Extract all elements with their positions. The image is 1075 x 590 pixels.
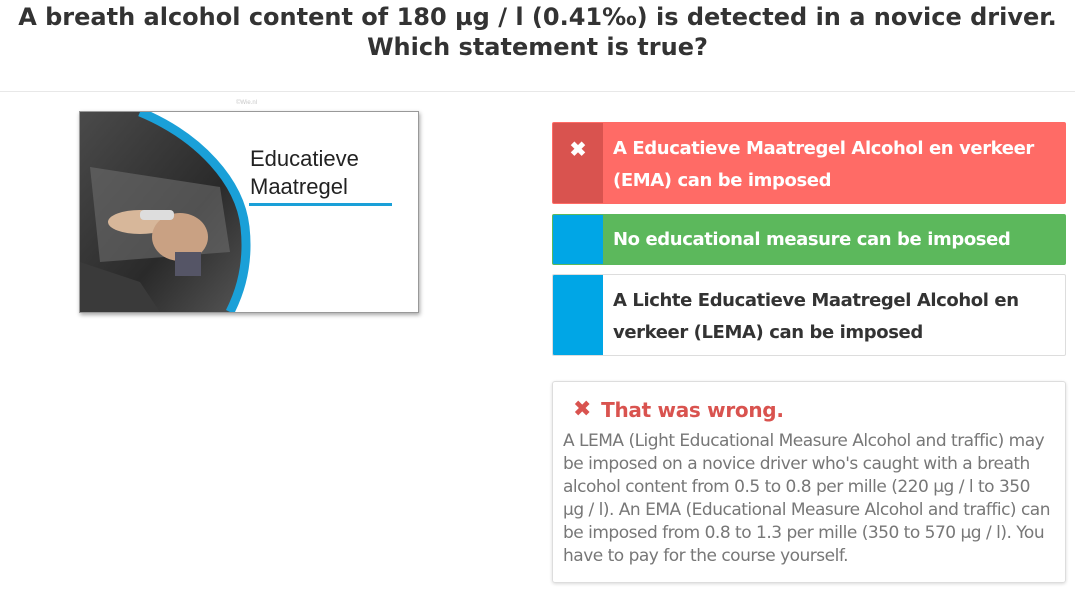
feedback-heading: ✖ That was wrong. xyxy=(563,394,1051,426)
answer-option-2[interactable]: No educational measure can be imposed xyxy=(552,214,1066,265)
question-line-1: A breath alcohol content of 180 µg / l (… xyxy=(18,3,1057,31)
header-divider xyxy=(0,91,1075,92)
question-image: Educatieve Maatregel xyxy=(79,111,419,313)
answer-option-1[interactable]: ✖ A Educatieve Maatregel Alcohol en verk… xyxy=(552,122,1066,204)
answer-marker xyxy=(553,215,603,264)
feedback-title: That was wrong. xyxy=(601,398,784,422)
feedback-explanation: A LEMA (Light Educational Measure Alcoho… xyxy=(563,431,1051,566)
answer-option-3[interactable]: A Lichte Educatieve Maatregel Alcohol en… xyxy=(552,274,1066,356)
driver-photo-illustration xyxy=(80,112,251,312)
question-title: A breath alcohol content of 180 µg / l (… xyxy=(0,0,1075,62)
answer-label: A Lichte Educatieve Maatregel Alcohol en… xyxy=(613,290,1019,343)
image-title-underline xyxy=(249,203,392,206)
image-title: Educatieve Maatregel xyxy=(250,146,359,199)
question-line-2: Which statement is true? xyxy=(367,33,708,61)
feedback-panel: ✖ That was wrong. A LEMA (Light Educatio… xyxy=(552,381,1066,583)
answer-label: No educational measure can be imposed xyxy=(613,229,1011,250)
image-credit: ©Wie.nl xyxy=(236,100,258,106)
wrong-x-icon: ✖ xyxy=(553,123,603,203)
answer-marker xyxy=(553,275,603,355)
error-x-icon: ✖ xyxy=(573,397,592,422)
answer-label: A Educatieve Maatregel Alcohol en verkee… xyxy=(613,138,1034,191)
